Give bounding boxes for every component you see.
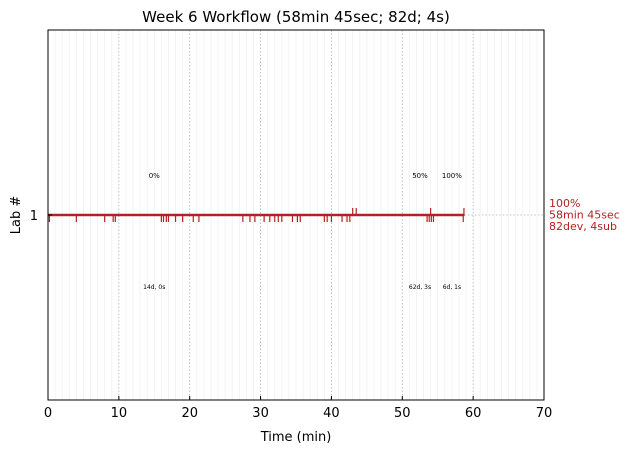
x-tick-label: 40	[323, 406, 340, 421]
x-tick-label: 60	[465, 406, 482, 421]
end-summary-line: 82dev, 4sub	[549, 220, 617, 233]
x-tick-label: 30	[252, 406, 269, 421]
x-tick-label: 70	[536, 406, 553, 421]
progress-label: 0%	[149, 172, 160, 180]
x-tick-label: 10	[111, 406, 128, 421]
y-axis-label: Lab #	[9, 196, 24, 235]
events	[48, 208, 465, 222]
chart-title: Week 6 Workflow (58min 45sec; 82d; 4s)	[142, 8, 450, 26]
end-summary-line: 100%	[549, 197, 580, 210]
progress-stats: 14d, 0s	[143, 284, 165, 291]
x-tick-label: 20	[181, 406, 198, 421]
x-tick-label: 0	[44, 406, 52, 421]
grid	[118, 30, 474, 400]
end-summary-line: 58min 45sec	[549, 209, 620, 222]
x-tick-label: 50	[394, 406, 411, 421]
progress-label: 100%	[442, 172, 462, 180]
x-axis-label: Time (min)	[260, 430, 332, 445]
annotations: 0% 14d, 0s 50% 62d, 3s 100% 6d, 1s	[143, 172, 462, 291]
progress-stats: 62d, 3s	[409, 284, 431, 291]
x-axis: 0 10 20 30 40 50 60 70	[44, 396, 552, 421]
y-tick-label: 1	[30, 209, 38, 224]
progress-label: 50%	[412, 172, 428, 180]
y-axis: 1	[30, 209, 52, 224]
progress-stats: 6d, 1s	[443, 284, 461, 291]
